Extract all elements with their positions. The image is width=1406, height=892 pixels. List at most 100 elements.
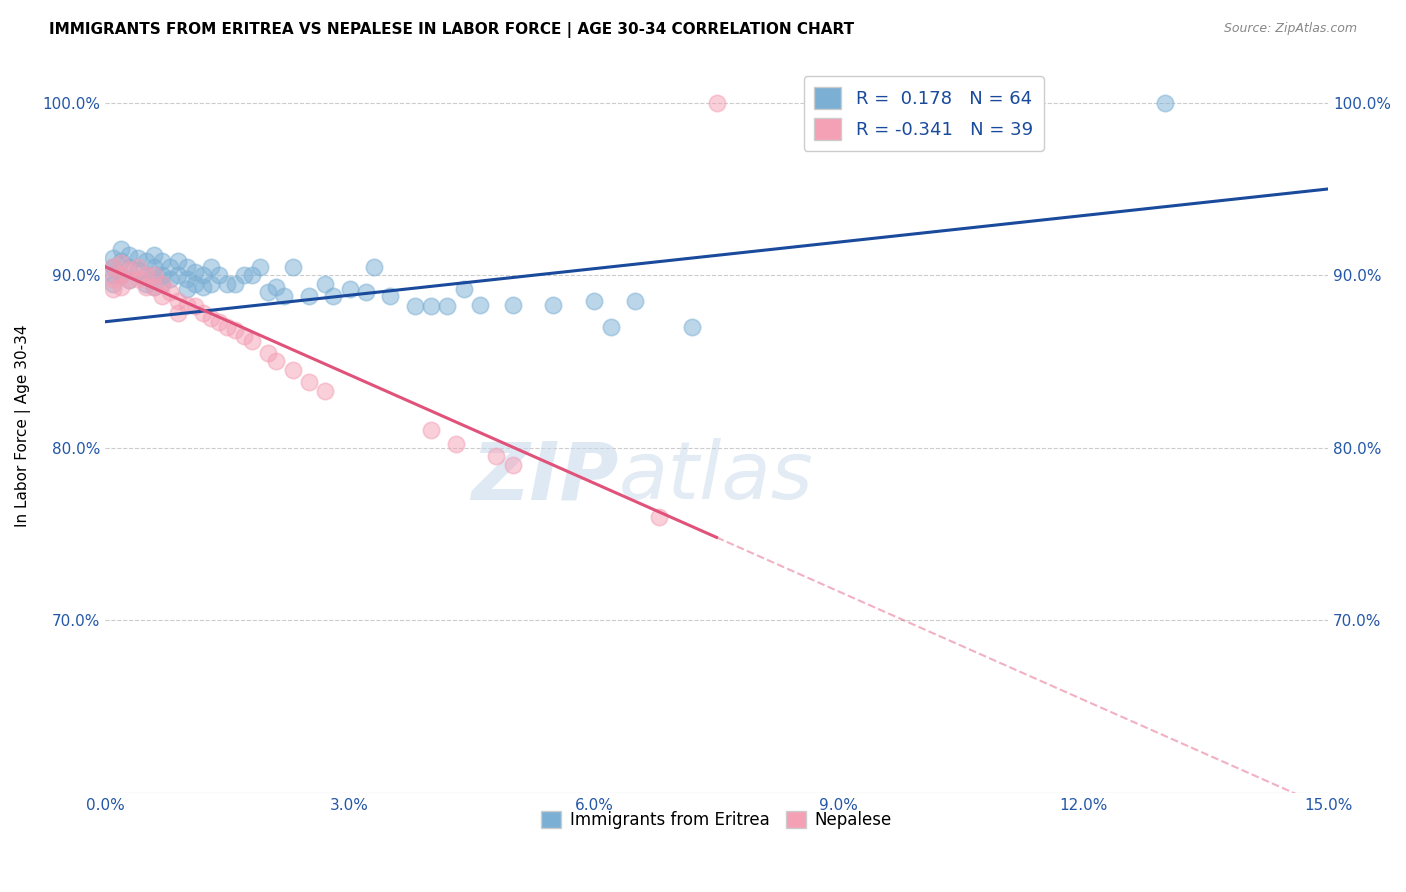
Point <box>380 289 402 303</box>
Point <box>257 285 280 300</box>
Point <box>249 260 271 274</box>
Point <box>208 315 231 329</box>
Point <box>240 334 263 348</box>
Point <box>183 277 205 291</box>
Point <box>599 320 621 334</box>
Point <box>485 450 508 464</box>
Y-axis label: In Labor Force | Age 30-34: In Labor Force | Age 30-34 <box>15 325 31 527</box>
Point <box>110 256 132 270</box>
Point <box>273 289 295 303</box>
Point <box>176 282 198 296</box>
Point <box>257 346 280 360</box>
Point <box>420 299 443 313</box>
Point <box>142 268 165 283</box>
Point <box>150 277 173 291</box>
Point <box>191 280 214 294</box>
Point <box>208 268 231 283</box>
Point <box>354 285 377 300</box>
Point <box>217 277 239 291</box>
Point <box>200 260 222 274</box>
Point <box>101 268 124 283</box>
Point <box>264 354 287 368</box>
Point <box>298 289 321 303</box>
Point <box>176 271 198 285</box>
Point <box>681 320 703 334</box>
Point <box>468 297 491 311</box>
Point <box>502 297 524 311</box>
Point <box>135 277 157 291</box>
Legend: Immigrants from Eritrea, Nepalese: Immigrants from Eritrea, Nepalese <box>534 804 898 836</box>
Point <box>127 251 149 265</box>
Point <box>142 280 165 294</box>
Point <box>183 299 205 313</box>
Point <box>322 289 344 303</box>
Point <box>110 243 132 257</box>
Point <box>264 280 287 294</box>
Point <box>444 437 467 451</box>
Point <box>101 260 124 274</box>
Point <box>127 271 149 285</box>
Point <box>135 268 157 283</box>
Point <box>118 273 141 287</box>
Point <box>159 271 181 285</box>
Point <box>1154 95 1177 110</box>
Point <box>118 247 141 261</box>
Point <box>217 320 239 334</box>
Point <box>224 277 246 291</box>
Point <box>191 268 214 283</box>
Point <box>101 271 124 285</box>
Point <box>142 260 165 274</box>
Point <box>110 268 132 283</box>
Text: IMMIGRANTS FROM ERITREA VS NEPALESE IN LABOR FORCE | AGE 30-34 CORRELATION CHART: IMMIGRANTS FROM ERITREA VS NEPALESE IN L… <box>49 22 855 38</box>
Point <box>110 254 132 268</box>
Point <box>706 95 728 110</box>
Point <box>314 277 336 291</box>
Point <box>232 328 254 343</box>
Point <box>135 254 157 268</box>
Point <box>150 268 173 283</box>
Point <box>298 375 321 389</box>
Point <box>191 306 214 320</box>
Point <box>167 268 190 283</box>
Point <box>101 282 124 296</box>
Point <box>176 260 198 274</box>
Point <box>135 268 157 283</box>
Point <box>142 280 165 294</box>
Point <box>224 323 246 337</box>
Point <box>502 458 524 472</box>
Point <box>200 311 222 326</box>
Point <box>363 260 385 274</box>
Point <box>314 384 336 398</box>
Point <box>648 509 671 524</box>
Point <box>240 268 263 283</box>
Point <box>232 268 254 283</box>
Point <box>127 263 149 277</box>
Point <box>159 260 181 274</box>
Point <box>135 280 157 294</box>
Point <box>543 297 565 311</box>
Point <box>118 260 141 274</box>
Point <box>110 280 132 294</box>
Text: atlas: atlas <box>619 439 814 516</box>
Point <box>118 263 141 277</box>
Point <box>167 254 190 268</box>
Point <box>127 260 149 274</box>
Point <box>420 424 443 438</box>
Point <box>150 289 173 303</box>
Point <box>281 363 304 377</box>
Point <box>167 306 190 320</box>
Point <box>150 277 173 291</box>
Point <box>453 282 475 296</box>
Point <box>159 285 181 300</box>
Point <box>176 297 198 311</box>
Text: Source: ZipAtlas.com: Source: ZipAtlas.com <box>1223 22 1357 36</box>
Point <box>281 260 304 274</box>
Point <box>436 299 458 313</box>
Point <box>101 251 124 265</box>
Text: ZIP: ZIP <box>471 439 619 516</box>
Point <box>101 260 124 274</box>
Point <box>118 273 141 287</box>
Point <box>583 294 606 309</box>
Point <box>167 294 190 309</box>
Point <box>339 282 361 296</box>
